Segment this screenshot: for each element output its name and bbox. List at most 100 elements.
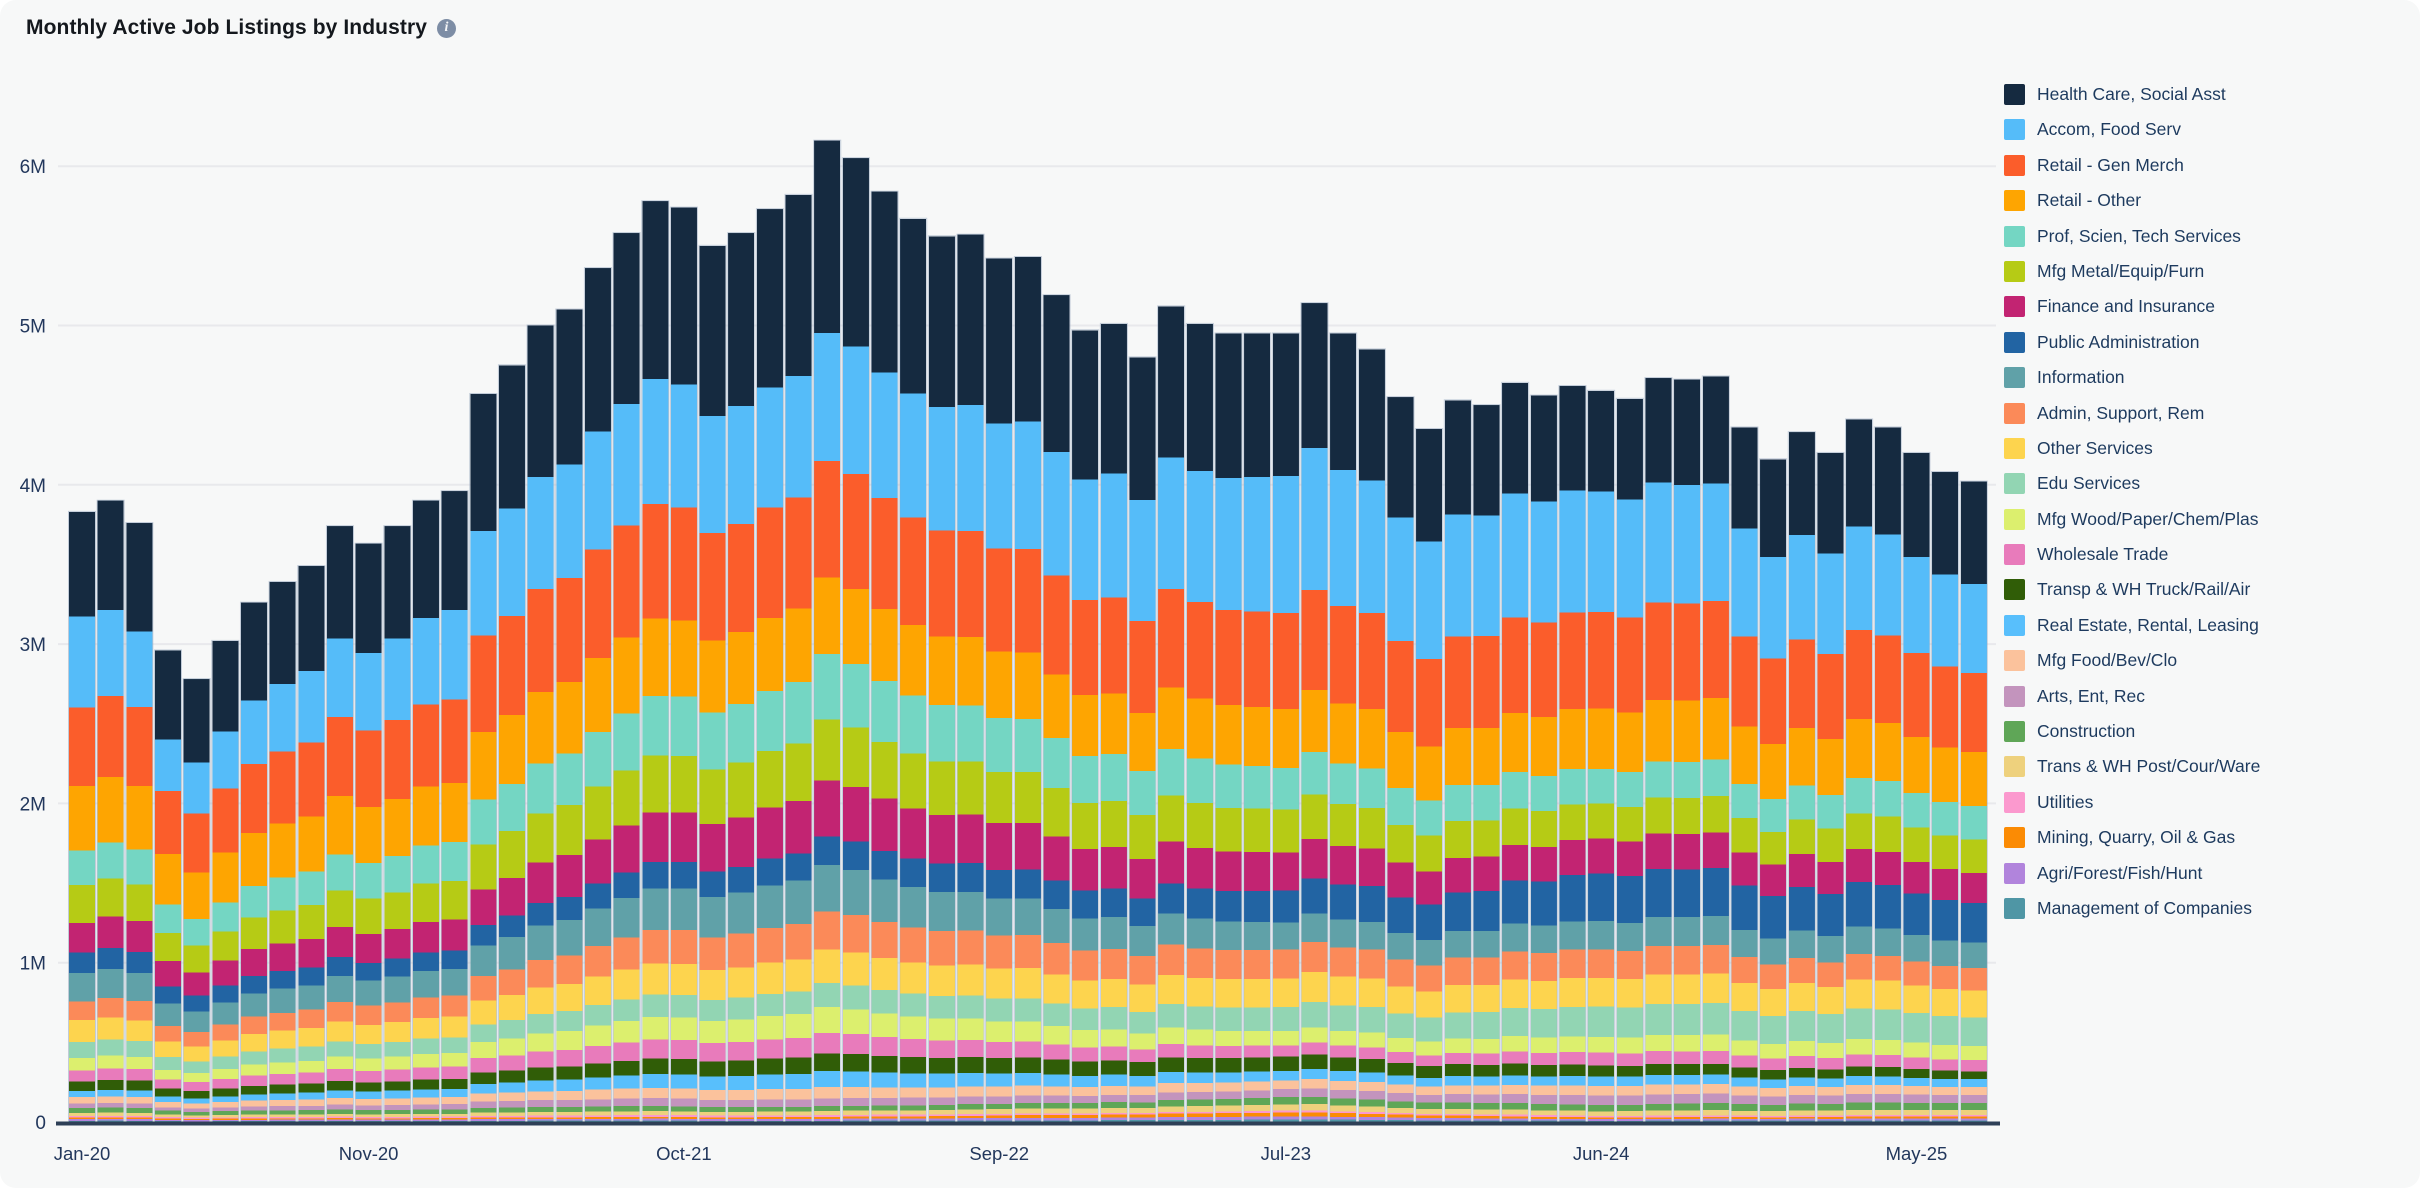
bar-segment[interactable] <box>642 1118 669 1121</box>
bar-segment[interactable] <box>412 1117 439 1120</box>
bar-segment[interactable] <box>1530 810 1557 847</box>
bar-segment[interactable] <box>1387 958 1414 987</box>
bar-segment[interactable] <box>728 1111 755 1116</box>
bar-segment[interactable] <box>814 779 841 837</box>
bar-segment[interactable] <box>1100 1101 1127 1109</box>
bar-segment[interactable] <box>986 1020 1013 1042</box>
bar-segment[interactable] <box>298 1116 325 1119</box>
bar-segment[interactable] <box>1129 1032 1156 1050</box>
bar-segment[interactable] <box>1903 1068 1930 1078</box>
bar-segment[interactable] <box>1158 1099 1185 1107</box>
bar-segment[interactable] <box>384 855 411 893</box>
bar-segment[interactable] <box>785 1118 812 1121</box>
bar-segment[interactable] <box>1215 1112 1242 1117</box>
bar-segment[interactable] <box>871 741 898 799</box>
bar-segment[interactable] <box>355 897 382 934</box>
bar-segment[interactable] <box>412 1053 439 1068</box>
bar-segment[interactable] <box>613 1118 640 1121</box>
bar-segment[interactable] <box>154 1056 181 1070</box>
bar-segment[interactable] <box>1272 1118 1299 1123</box>
bar-segment[interactable] <box>928 814 955 864</box>
legend-item[interactable]: Prof, Scien, Tech Services <box>2004 225 2260 247</box>
bar-segment[interactable] <box>1559 708 1586 769</box>
bar-segment[interactable] <box>1530 924 1557 954</box>
bar-segment[interactable] <box>1416 429 1443 542</box>
bar-segment[interactable] <box>842 1120 869 1123</box>
bar-segment[interactable] <box>1330 1030 1357 1046</box>
bar-segment[interactable] <box>1358 977 1385 1008</box>
bar-segment[interactable] <box>269 1117 296 1120</box>
bar-segment[interactable] <box>1502 1093 1529 1104</box>
bar-segment[interactable] <box>1588 1115 1615 1118</box>
bar-segment[interactable] <box>1186 847 1213 889</box>
bar-segment[interactable] <box>1387 1062 1414 1076</box>
bar-segment[interactable] <box>1387 1116 1414 1121</box>
bar-segment[interactable] <box>1932 801 1959 836</box>
bar-segment[interactable] <box>1846 629 1873 720</box>
bar-segment[interactable] <box>1244 978 1271 1008</box>
bar-segment[interactable] <box>1014 257 1041 422</box>
bar-segment[interactable] <box>1215 978 1242 1008</box>
bar-segment[interactable] <box>1330 1080 1357 1090</box>
bar-segment[interactable] <box>384 1118 411 1122</box>
bar-segment[interactable] <box>785 497 812 609</box>
bar-segment[interactable] <box>670 994 697 1018</box>
bar-segment[interactable] <box>212 930 239 961</box>
bar-segment[interactable] <box>556 1111 583 1116</box>
bar-segment[interactable] <box>384 1109 411 1115</box>
bar-segment[interactable] <box>756 884 783 928</box>
bar-segment[interactable] <box>1674 761 1701 798</box>
bar-segment[interactable] <box>785 1114 812 1118</box>
bar-segment[interactable] <box>1330 1104 1357 1112</box>
bar-segment[interactable] <box>1702 1033 1729 1051</box>
bar-segment[interactable] <box>928 863 955 892</box>
bar-segment[interactable] <box>183 1114 210 1118</box>
bar-segment[interactable] <box>642 1097 669 1106</box>
bar-segment[interactable] <box>498 507 525 617</box>
bar-segment[interactable] <box>1903 1117 1930 1121</box>
bar-segment[interactable] <box>1760 1104 1787 1112</box>
bar-segment[interactable] <box>470 1120 497 1123</box>
bar-segment[interactable] <box>1702 1083 1729 1094</box>
bar-segment[interactable] <box>240 1085 267 1095</box>
bar-segment[interactable] <box>1215 1098 1242 1106</box>
bar-segment[interactable] <box>1100 596 1127 694</box>
bar-segment[interactable] <box>900 516 927 626</box>
bar-segment[interactable] <box>1244 1056 1271 1072</box>
bar-segment[interactable] <box>1932 988 1959 1017</box>
bar-segment[interactable] <box>642 695 669 756</box>
bar-segment[interactable] <box>699 1099 726 1108</box>
bar-segment[interactable] <box>1043 1025 1070 1045</box>
bar-segment[interactable] <box>441 1113 468 1117</box>
bar-segment[interactable] <box>900 1109 927 1115</box>
bar-segment[interactable] <box>785 742 812 801</box>
bar-segment[interactable] <box>1186 1112 1213 1117</box>
bar-segment[interactable] <box>1502 1035 1529 1052</box>
legend-item[interactable]: Mfg Food/Bev/Clo <box>2004 650 2260 672</box>
bar-segment[interactable] <box>1043 787 1070 837</box>
bar-segment[interactable] <box>1874 533 1901 636</box>
bar-month[interactable] <box>325 525 354 1123</box>
bar-segment[interactable] <box>871 1036 898 1056</box>
bar-segment[interactable] <box>1702 944 1729 974</box>
bar-segment[interactable] <box>384 719 411 800</box>
bar-segment[interactable] <box>1129 1107 1156 1114</box>
bar-segment[interactable] <box>642 993 669 1018</box>
bar-segment[interactable] <box>1817 794 1844 829</box>
bar-segment[interactable] <box>1502 950 1529 980</box>
bar-segment[interactable] <box>871 191 898 373</box>
bar-segment[interactable] <box>1674 833 1701 870</box>
bar-segment[interactable] <box>269 1105 296 1111</box>
bar-segment[interactable] <box>212 1106 239 1112</box>
bar-month[interactable] <box>153 649 182 1123</box>
bar-segment[interactable] <box>900 886 927 928</box>
bar-segment[interactable] <box>1014 997 1041 1022</box>
bar-segment[interactable] <box>670 695 697 757</box>
legend-item[interactable]: Retail - Gen Merch <box>2004 154 2260 176</box>
bar-segment[interactable] <box>785 800 812 854</box>
bar-segment[interactable] <box>1702 972 1729 1004</box>
bar-segment[interactable] <box>1043 1119 1070 1123</box>
bar-segment[interactable] <box>1387 1037 1414 1053</box>
bar-segment[interactable] <box>1358 1116 1385 1120</box>
bar-segment[interactable] <box>1559 920 1586 950</box>
